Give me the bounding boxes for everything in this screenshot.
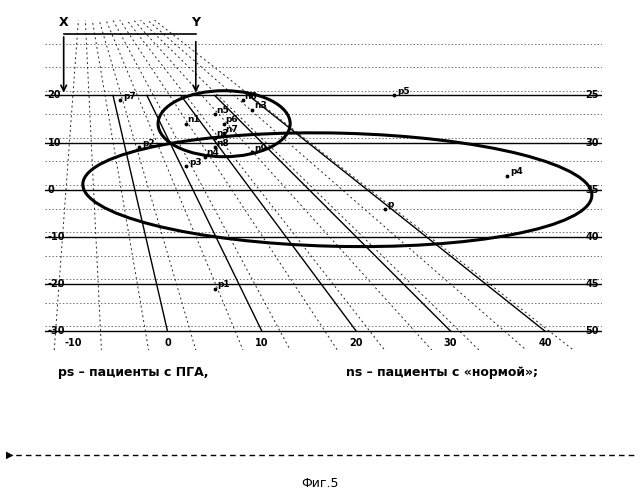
Text: 40: 40: [538, 338, 552, 347]
Text: -30: -30: [47, 326, 65, 336]
Text: p6: p6: [225, 116, 238, 124]
Text: ▶: ▶: [6, 450, 14, 460]
Text: p4: p4: [510, 167, 523, 176]
Text: 40: 40: [585, 232, 599, 242]
Text: n3: n3: [254, 101, 266, 110]
Text: n6: n6: [244, 92, 257, 101]
Text: 20: 20: [349, 338, 363, 347]
Text: -20: -20: [47, 279, 65, 289]
Text: n2: n2: [216, 130, 229, 138]
Text: 35: 35: [585, 184, 599, 194]
Text: n4: n4: [207, 148, 220, 158]
Text: n5: n5: [216, 106, 229, 115]
Text: Y: Y: [191, 16, 200, 30]
Text: p3: p3: [189, 158, 202, 167]
Text: 10: 10: [255, 338, 269, 347]
Text: 25: 25: [585, 90, 599, 101]
Text: n1: n1: [188, 116, 200, 124]
Text: 45: 45: [585, 279, 599, 289]
Text: 50: 50: [585, 326, 599, 336]
Text: 0: 0: [47, 184, 54, 194]
Text: p7: p7: [123, 92, 136, 101]
Text: n9: n9: [254, 144, 267, 152]
Text: X: X: [59, 16, 68, 30]
Text: -10: -10: [47, 232, 65, 242]
Text: 10: 10: [47, 138, 61, 147]
Text: 30: 30: [444, 338, 458, 347]
Text: p1: p1: [218, 280, 230, 289]
Text: p2: p2: [142, 139, 155, 148]
Text: p: p: [387, 200, 394, 209]
Text: Фиг.5: Фиг.5: [301, 477, 339, 490]
Text: nѕ – пациенты с «нормой»;: nѕ – пациенты с «нормой»;: [346, 366, 538, 379]
Text: p5: p5: [397, 87, 410, 96]
Text: 20: 20: [47, 90, 61, 101]
Text: n7: n7: [225, 125, 238, 134]
Text: ps – пациенты с ПГА,: ps – пациенты с ПГА,: [58, 366, 208, 379]
Text: 30: 30: [585, 138, 599, 147]
Text: n8: n8: [216, 139, 229, 148]
Text: 0: 0: [164, 338, 171, 347]
Text: -10: -10: [65, 338, 82, 347]
